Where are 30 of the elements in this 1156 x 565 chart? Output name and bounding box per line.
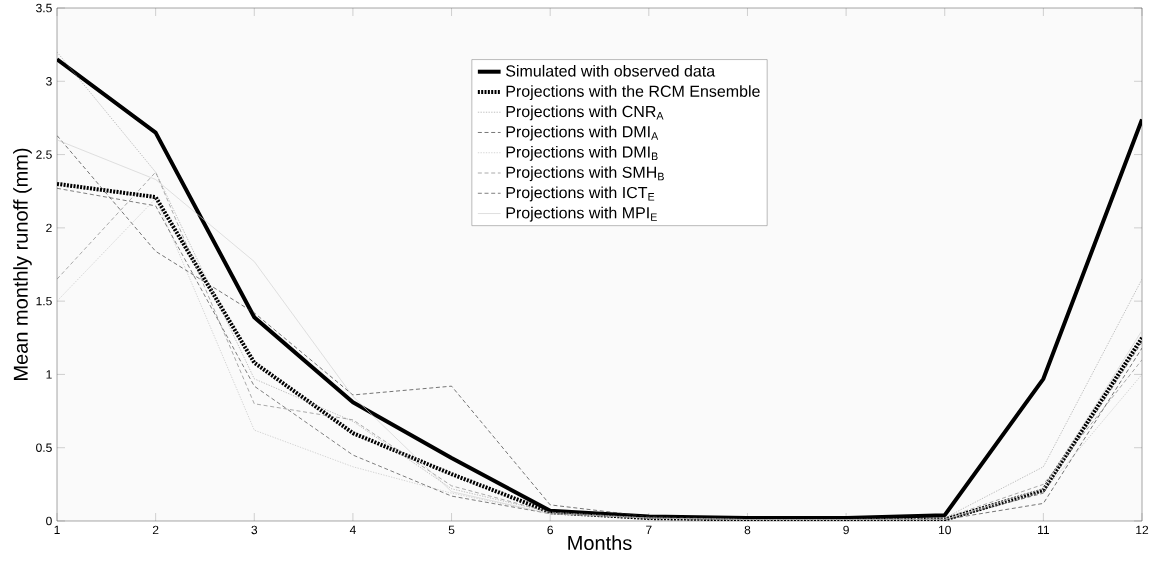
legend-label: Projections with ICT$_{E}$: [506, 186, 655, 202]
x-tick-label: 7: [646, 525, 652, 534]
y-tick-label: 1: [46, 370, 52, 379]
x-axis-title: Months: [568, 535, 632, 551]
legend-label: Projections with the RCM Ensemble: [506, 85, 760, 101]
y-tick-label: 0.5: [36, 443, 52, 452]
x-tick-label: 12: [1136, 525, 1149, 535]
y-tick-label: 2.5: [36, 150, 52, 159]
x-tick-label: 3: [251, 525, 258, 535]
x-tick-label: 2: [152, 525, 159, 535]
x-tick-label: 5: [448, 525, 455, 535]
legend-label: Projections with DMI$_{B}$: [506, 145, 658, 161]
y-tick-label: 3.5: [36, 3, 52, 13]
legend-label: Projections with MPI$_{E}$: [506, 206, 657, 222]
y-tick-label: 2: [46, 223, 52, 233]
x-tick-label: 10: [938, 525, 951, 535]
x-tick-label: 8: [744, 525, 751, 535]
legend-label: Simulated with observed data: [506, 64, 716, 77]
x-tick-label: 6: [547, 525, 553, 535]
y-tick-label: 1.5: [36, 296, 52, 306]
legend-label: Projections with SMH$_{B}$: [506, 166, 664, 182]
x-tick-label: 9: [843, 525, 849, 535]
x-tick-label: 4: [349, 525, 356, 534]
legend-label: Projections with CNR$_{A}$: [506, 105, 664, 121]
y-axis-title: Mean monthly runoff (mm): [13, 148, 32, 380]
legend-label: Projections with DMI$_{A}$: [506, 125, 659, 141]
y-tick-label: 0: [46, 516, 52, 526]
x-tick-label: 11: [1038, 525, 1050, 534]
y-tick-label: 3: [46, 77, 52, 86]
x-tick-label: 1: [54, 525, 60, 534]
